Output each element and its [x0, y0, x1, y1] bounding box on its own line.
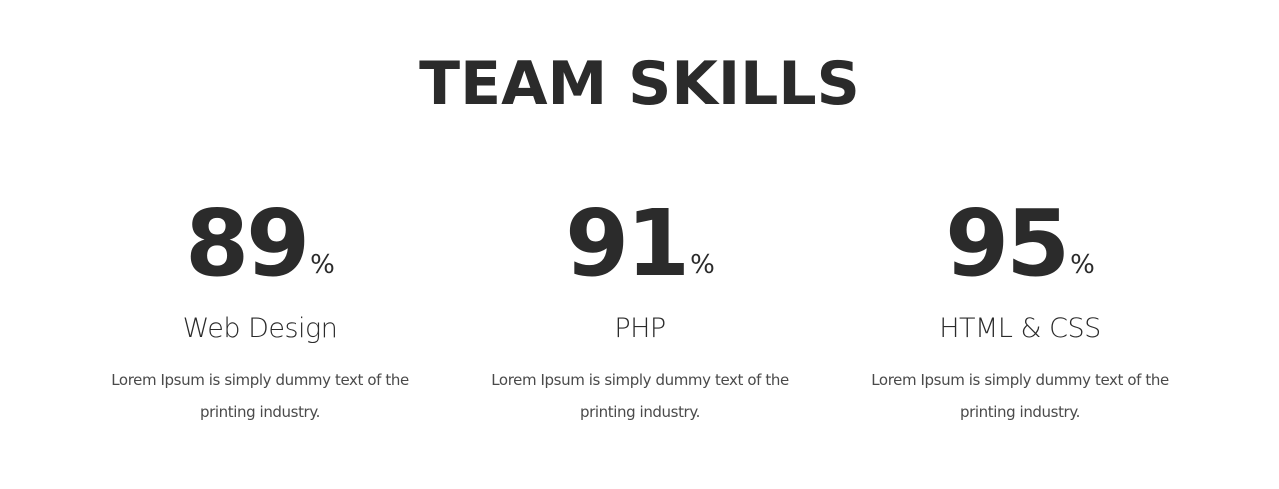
- skill-name: PHP: [614, 313, 666, 344]
- skill-name: HTML & CSS: [939, 313, 1101, 344]
- skill-description: Lorem Ipsum is simply dummy text of the …: [871, 371, 1169, 421]
- skill-percentage-unit: %: [1070, 250, 1095, 280]
- section-title: TEAM SKILLS: [419, 49, 860, 119]
- skill-name: Web Design: [182, 313, 338, 344]
- skill-value-row: 89 %: [70, 188, 450, 296]
- skill-percentage: 89: [185, 190, 310, 297]
- skill-card-web-design: 89 % Web Design Lorem Ipsum is simply du…: [70, 188, 450, 428]
- skill-value-row: 91 %: [450, 188, 830, 296]
- skill-percentage: 91: [565, 190, 690, 297]
- skills-list: 89 % Web Design Lorem Ipsum is simply du…: [70, 188, 1210, 428]
- skill-percentage-unit: %: [690, 250, 715, 280]
- skill-percentage: 95: [945, 190, 1070, 297]
- skill-percentage-unit: %: [310, 250, 335, 280]
- skill-description: Lorem Ipsum is simply dummy text of the …: [491, 371, 789, 421]
- skill-value-row: 95 %: [830, 188, 1210, 296]
- skill-card-html-css: 95 % HTML & CSS Lorem Ipsum is simply du…: [830, 188, 1210, 428]
- skill-card-php: 91 % PHP Lorem Ipsum is simply dummy tex…: [450, 188, 830, 428]
- skill-description: Lorem Ipsum is simply dummy text of the …: [111, 371, 409, 421]
